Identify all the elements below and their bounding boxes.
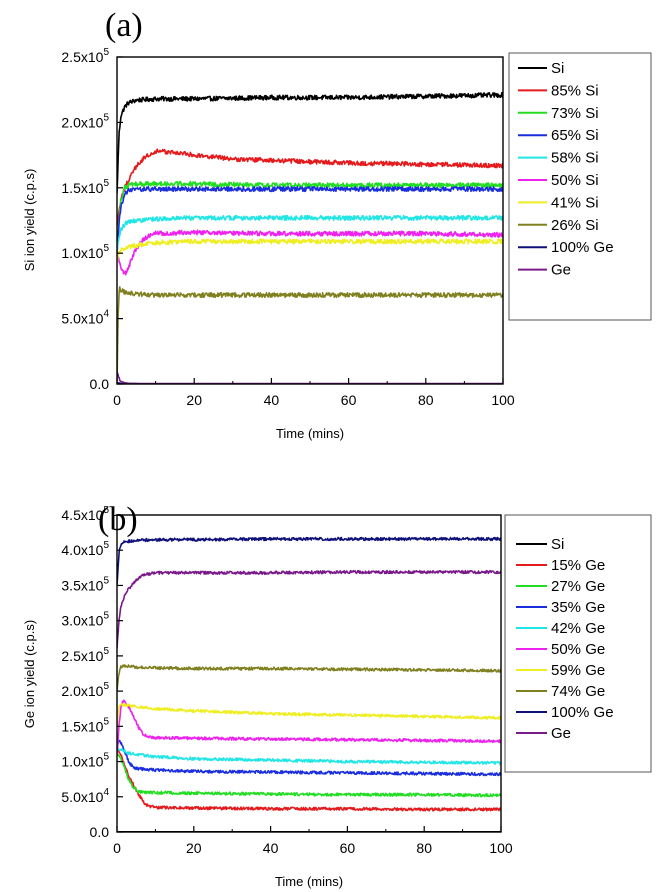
y-tick-label: 4.5x105 [61,505,109,523]
x-tick-label: 20 [186,392,202,408]
series-line-74pct-ge [117,664,501,691]
legend: Si 85% Si 73% Si 65% Si 58% Si 50% Si 41% Si 26… [508,52,652,321]
y-tick-label: 2.5x105 [61,646,109,664]
chart-panel-a: (a) 0.0 5.0x104 1.0x105 1.5x105 2.0x105 2.5x10… [22,7,652,441]
legend-label: 27% Ge [551,578,605,595]
y-tick-label: 1.0x105 [61,243,109,261]
legend-box [504,514,652,773]
y-tick-label: 5.0x104 [61,787,109,805]
legend-label: Ge [551,262,571,279]
x-tick-label: 80 [416,840,432,856]
chart-panel-b: (b) 0.0 5.0x104 1.0x105 1.5x105 2.0x105 2.5x10… [22,501,652,889]
legend-label: 35% Ge [551,599,605,616]
y-tick-label: 2.5x105 [61,47,109,65]
y-tick-label: 1.0x105 [61,752,109,770]
x-axis-title: Time (mins) [275,874,343,889]
x-tick-label: 60 [340,840,356,856]
series-line-65pct-si [117,186,503,253]
x-tick-label: 40 [263,840,279,856]
legend-label: Ge [551,725,571,742]
legend-label: 85% Si [551,82,599,99]
series-line-15pct-ge [117,746,501,812]
legend-label: 58% Si [551,150,599,167]
y-tick-label: 1.5x105 [61,716,109,734]
series-line-si [117,91,503,194]
legend-label: 50% Si [551,172,599,189]
y-tick-label: 2.0x105 [61,681,109,699]
y-tick-label: 3.0x105 [61,611,109,629]
legend-label: 100% Ge [551,239,614,256]
series-line-50pct-ge [117,699,501,754]
y-tick-label: 3.5x105 [61,575,109,593]
y-tick-label: 1.5x105 [61,178,109,196]
y-axis-title: Ge ion yield (c.p.s) [22,620,37,728]
series-line-59pct-ge [117,703,501,726]
x-tick-label: 20 [186,840,202,856]
series-line-50pct-si [117,229,503,276]
legend-label: 26% Si [551,217,599,234]
legend-label: 15% Ge [551,557,605,574]
legend-box [508,52,652,321]
x-tick-label: 0 [113,840,121,856]
legend-label: Si [551,536,564,553]
x-tick-label: 100 [489,840,513,856]
series-line-35pct-ge [117,739,501,777]
series-line-26pct-si [117,286,503,384]
series-traces [117,536,501,832]
panel-label: (a) [105,7,143,44]
x-tick-label: 80 [418,392,434,408]
y-tick-label: 2.0x105 [61,112,109,130]
plot-frame [116,514,502,833]
legend-label: 74% Ge [551,683,605,700]
legend-label: 42% Ge [551,620,605,637]
legend-label: 59% Ge [551,662,605,679]
y-axis-title: Si ion yield (c.p.s) [22,169,37,272]
legend-label: 65% Si [551,127,599,144]
series-line-85pct-si [117,148,503,227]
x-tick-label: 60 [341,392,357,408]
panel-label: (b) [98,501,138,538]
legend-label: 41% Si [551,194,599,211]
y-tick-label: 4.0x105 [61,540,109,558]
legend-label: Si [551,60,564,77]
x-axis-title: Time (mins) [276,426,344,441]
y-tick-label: 0.0 [90,824,110,840]
y-tick-label: 5.0x104 [61,309,109,327]
x-tick-label: 0 [113,392,121,408]
y-tick-label: 0.0 [90,376,110,392]
legend: Si 15% Ge 27% Ge 35% Ge 42% Ge 50% Ge 59% Ge 74… [504,514,652,773]
x-tick-label: 100 [491,392,515,408]
legend-label: 50% Ge [551,641,605,658]
series-line-41pct-si [117,238,503,261]
series-line-42pct-ge [117,745,501,766]
series-traces [117,91,503,384]
series-line-100pct-ge [117,536,501,585]
series-line-58pct-si [117,214,503,253]
x-tick-label: 40 [264,392,280,408]
legend-label: 73% Si [551,105,599,122]
series-line-ge [117,569,501,649]
series-line-73pct-si [117,180,503,253]
series-line-27pct-ge [117,753,501,798]
legend-label: 100% Ge [551,704,614,721]
